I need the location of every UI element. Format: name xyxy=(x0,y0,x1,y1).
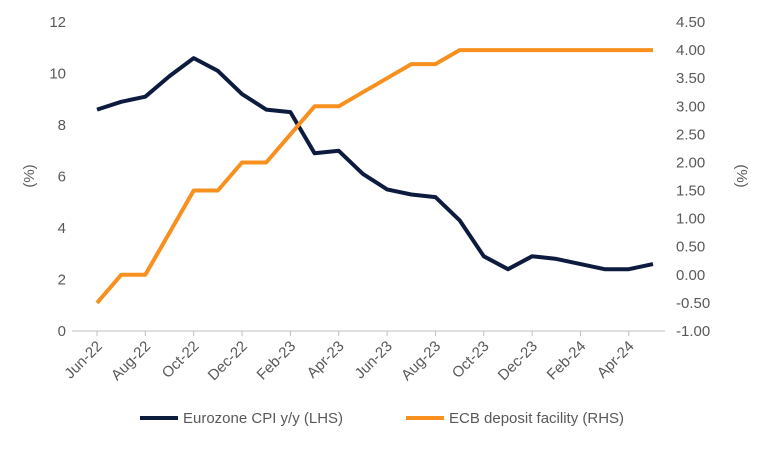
x-tick-label: Aug-22 xyxy=(108,338,154,384)
x-tick-label: Feb-24 xyxy=(544,338,590,384)
series-layer xyxy=(95,48,654,305)
right-tick-label: 3.50 xyxy=(676,70,705,87)
right-tick-label: 0.00 xyxy=(676,267,705,284)
right-tick-label: 4.00 xyxy=(676,42,705,59)
legend-label-ecb: ECB deposit facility (RHS) xyxy=(449,410,624,427)
x-axis-ticks: Jun-22 Aug-22 Oct-22 Dec-22 Feb-23 Apr-23 Jun-… xyxy=(61,331,638,384)
left-tick-label: 2 xyxy=(58,272,66,289)
x-tick-label: Feb-23 xyxy=(254,338,300,384)
x-tick-label: Dec-22 xyxy=(205,338,251,384)
x-tick-label: Aug-23 xyxy=(398,338,444,384)
x-tick-label: Jun-23 xyxy=(351,338,395,382)
x-tick-label: Apr-24 xyxy=(594,338,638,382)
left-axis-title: (%) xyxy=(21,164,38,187)
series-line-ecb xyxy=(95,48,653,305)
legend-item-cpi: Eurozone CPI y/y (LHS) xyxy=(140,410,343,427)
series-line-cpi xyxy=(96,56,654,272)
legend-item-ecb: ECB deposit facility (RHS) xyxy=(406,410,624,427)
right-tick-label: 4.50 xyxy=(676,14,705,31)
x-tick-label: Dec-23 xyxy=(495,338,541,384)
right-tick-label: 1.50 xyxy=(676,183,705,200)
left-tick-label: 10 xyxy=(49,66,66,83)
right-tick-label: 1.00 xyxy=(676,211,705,228)
left-tick-label: 0 xyxy=(58,323,66,340)
right-axis-ticks: -1.00 -0.50 0.00 0.50 1.00 1.50 2.00 2.50 3.00 3.… xyxy=(676,14,710,340)
right-tick-label: -1.00 xyxy=(676,323,710,340)
right-axis-title: (%) xyxy=(733,164,750,187)
right-tick-label: 2.50 xyxy=(676,126,705,143)
x-tick-label: Oct-22 xyxy=(159,338,203,382)
legend-label-cpi: Eurozone CPI y/y (LHS) xyxy=(183,410,343,427)
right-tick-label: 2.00 xyxy=(676,154,705,171)
left-tick-label: 8 xyxy=(58,117,66,134)
x-tick-label: Oct-23 xyxy=(449,338,493,382)
x-tick-label: Apr-23 xyxy=(304,338,348,382)
right-tick-label: -0.50 xyxy=(676,295,710,312)
left-tick-label: 12 xyxy=(49,14,66,31)
left-axis-ticks: 0 2 4 6 8 10 12 xyxy=(49,14,66,340)
left-tick-label: 6 xyxy=(58,169,66,186)
right-tick-label: 3.00 xyxy=(676,98,705,115)
right-tick-label: 0.50 xyxy=(676,239,705,256)
left-tick-label: 4 xyxy=(58,220,66,237)
legend: Eurozone CPI y/y (LHS) ECB deposit facil… xyxy=(140,410,624,427)
x-tick-label: Jun-22 xyxy=(61,338,105,382)
